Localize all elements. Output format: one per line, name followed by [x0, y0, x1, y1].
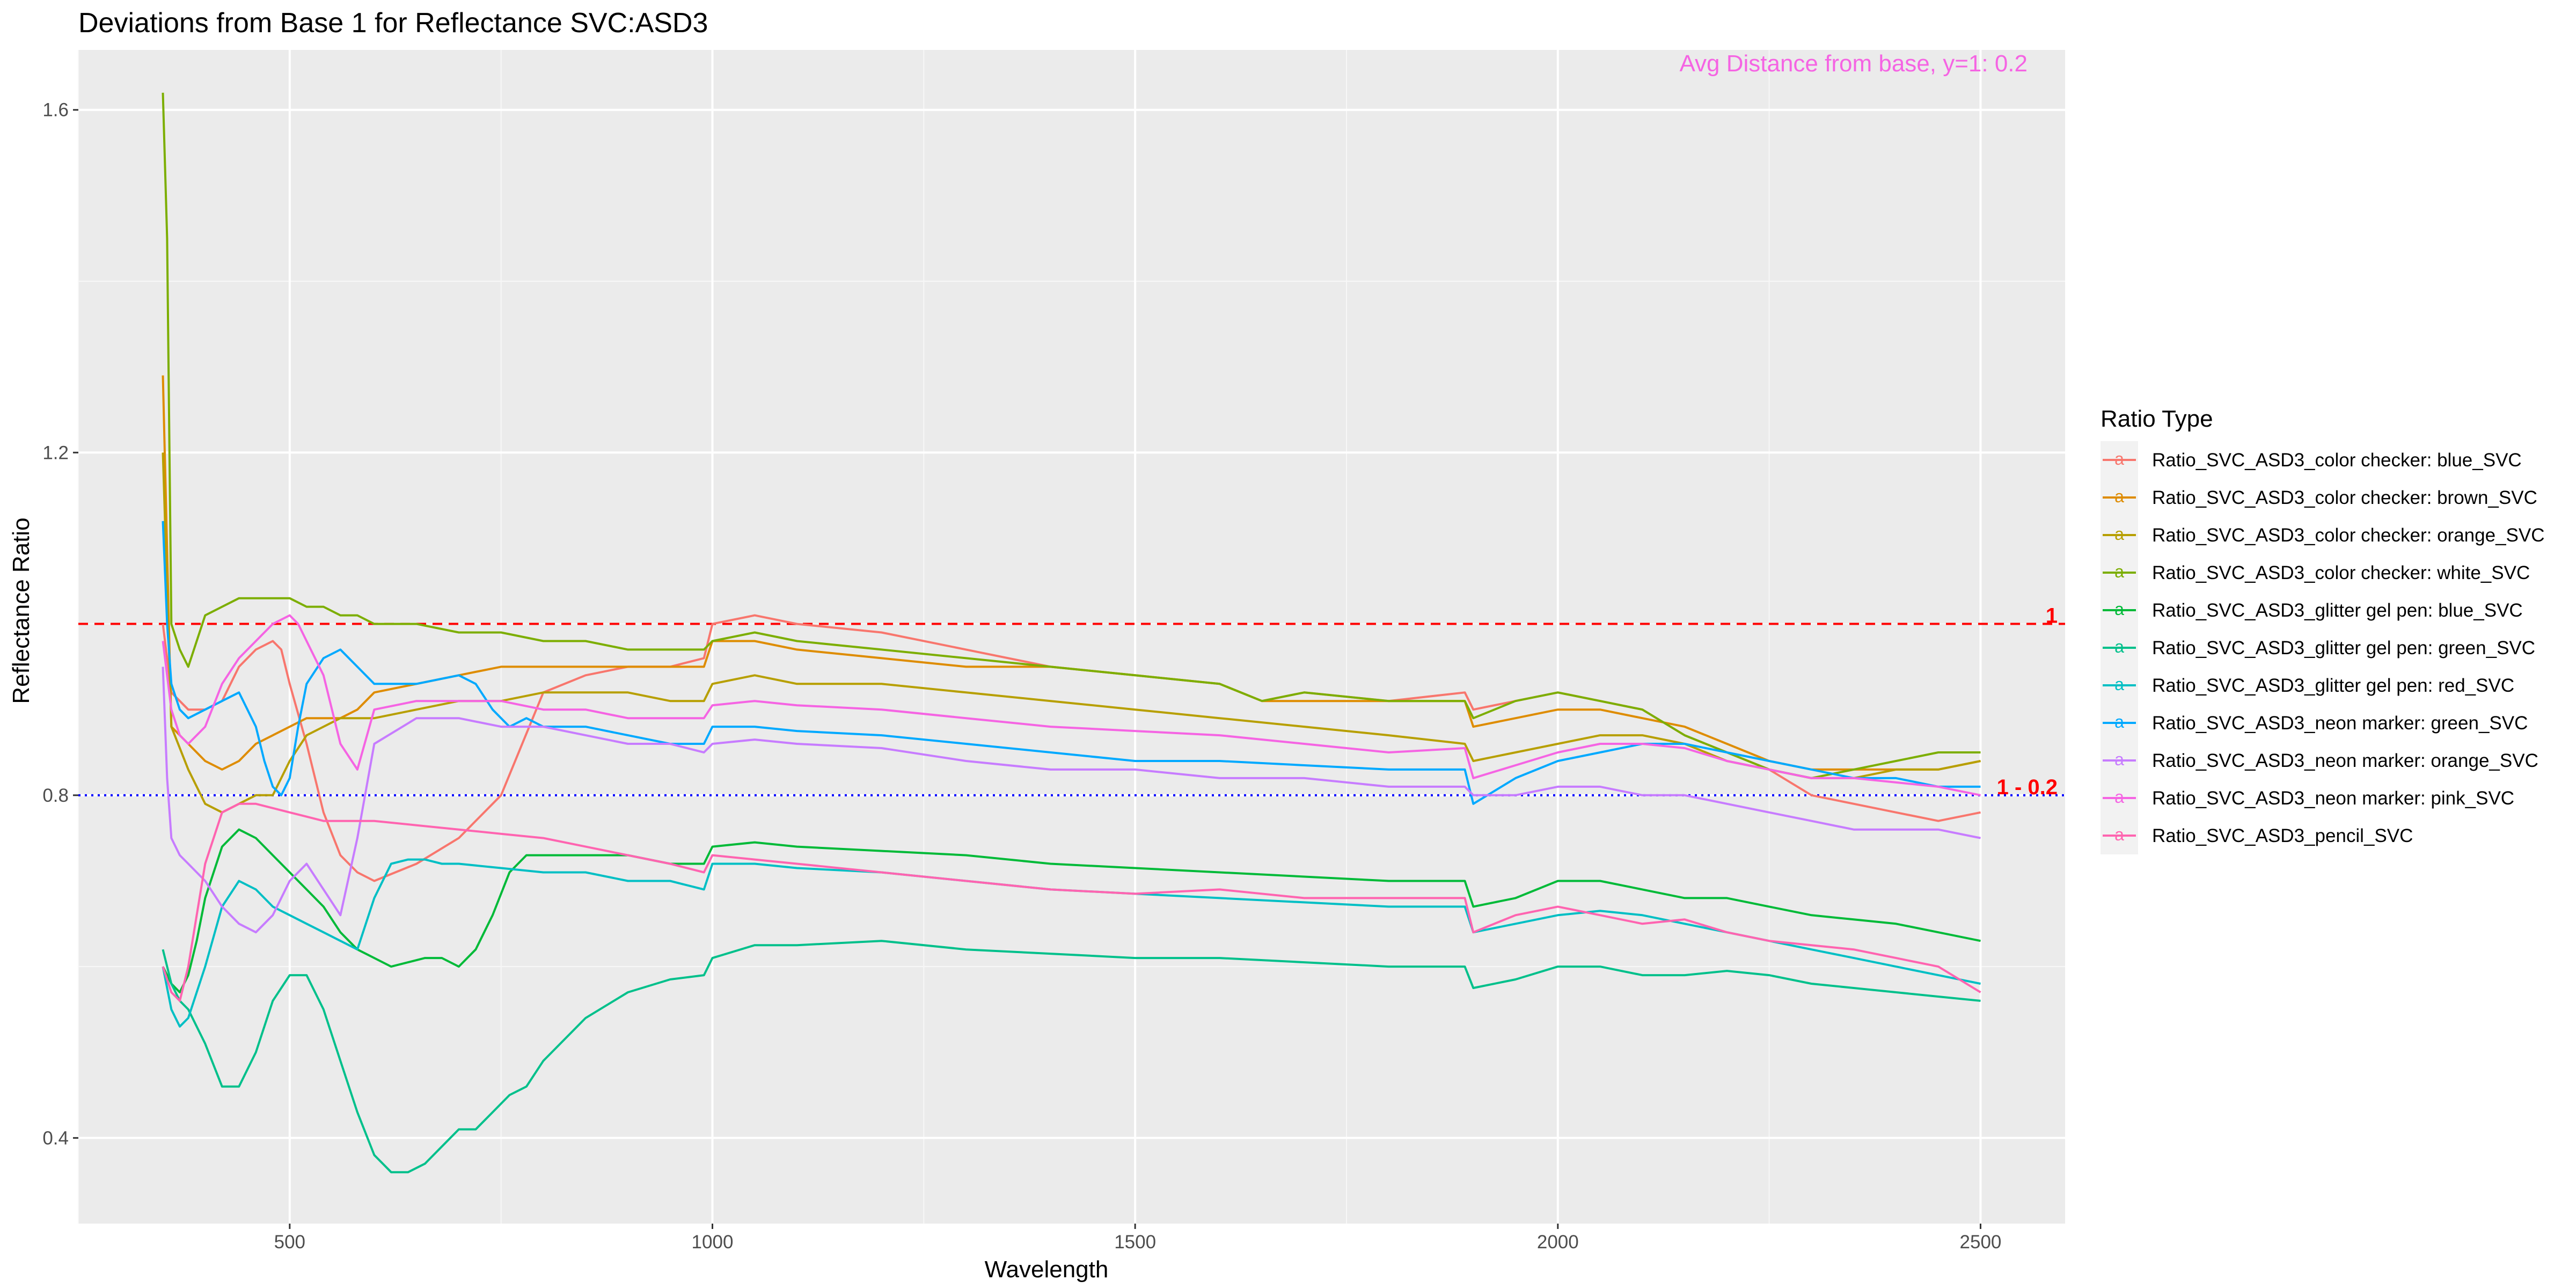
legend-key-glyph-icon: a — [2114, 750, 2124, 769]
series-line-2 — [162, 375, 1981, 771]
legend-label: Ratio_SVC_ASD3_neon marker: pink_SVC — [2152, 788, 2514, 809]
legend-title: Ratio Type — [2101, 406, 2213, 432]
axes: 500 1000 1500 2000 2500 0.4 0.8 1.2 1.6 — [42, 100, 2001, 1253]
x-tick-label: 1000 — [692, 1232, 734, 1253]
plot-panel — [78, 50, 2065, 1224]
series-line-3 — [162, 452, 1981, 814]
legend-label: Ratio_SVC_ASD3_pencil_SVC — [2152, 825, 2413, 846]
y-tick-label: 0.8 — [42, 785, 69, 806]
y-axis-title: Reflectance Ratio — [8, 517, 34, 704]
legend-label: Ratio_SVC_ASD3_glitter gel pen: green_SV… — [2152, 638, 2535, 658]
legend-label: Ratio_SVC_ASD3_glitter gel pen: blue_SVC — [2152, 600, 2523, 621]
series-line-8 — [162, 521, 1981, 805]
legend-key-glyph-icon: a — [2114, 562, 2124, 581]
legend-label: Ratio_SVC_ASD3_glitter gel pen: red_SVC — [2152, 675, 2514, 696]
legend-items: a Ratio_SVC_ASD3_color checker: blue_SVCa… — [2101, 441, 2545, 854]
series-line-5 — [162, 828, 1981, 993]
avg-distance-annotation: Avg Distance from base, y=1: 0.2 — [1679, 50, 2028, 77]
legend-key-glyph-icon: a — [2114, 825, 2124, 844]
x-tick-label: 500 — [274, 1232, 305, 1253]
legend-label: Ratio_SVC_ASD3_color checker: brown_SVC — [2152, 487, 2537, 508]
legend-key-glyph-icon: a — [2114, 637, 2124, 656]
chart-title: Deviations from Base 1 for Reflectance S… — [78, 8, 708, 39]
legend-label: Ratio_SVC_ASD3_color checker: orange_SVC — [2152, 525, 2545, 546]
x-axis-title: Wavelength — [985, 1256, 1109, 1283]
y-tick-label: 1.6 — [42, 100, 69, 121]
series-line-10 — [162, 614, 1981, 796]
legend-label: Ratio_SVC_ASD3_color checker: white_SVC — [2152, 562, 2530, 583]
legend-key-glyph-icon: a — [2114, 487, 2124, 506]
x-tick-label: 2500 — [1960, 1232, 2002, 1253]
legend-key-glyph-icon: a — [2114, 524, 2124, 544]
reference-line-label: 1 - 0.2 — [1997, 775, 2058, 799]
legend-key-glyph-icon: a — [2114, 787, 2124, 807]
legend-label: Ratio_SVC_ASD3_neon marker: orange_SVC — [2152, 750, 2538, 771]
legend-key-glyph-icon: a — [2114, 712, 2124, 731]
legend: Ratio Type a Ratio_SVC_ASD3_color checker… — [2101, 406, 2545, 854]
series-line-4 — [162, 92, 1981, 779]
series-line-6 — [162, 940, 1981, 1174]
series-line-11 — [162, 802, 1981, 1002]
legend-label: Ratio_SVC_ASD3_color checker: blue_SVC — [2152, 450, 2522, 471]
series-lines — [162, 92, 1981, 1174]
legend-label: Ratio_SVC_ASD3_neon marker: green_SVC — [2152, 713, 2528, 734]
series-line-9 — [162, 667, 1981, 934]
x-tick-label: 1500 — [1114, 1232, 1156, 1253]
legend-key-glyph-icon: a — [2114, 449, 2124, 469]
legend-key-glyph-icon: a — [2114, 599, 2124, 619]
legend-key-glyph-icon: a — [2114, 675, 2124, 694]
y-tick-label: 0.4 — [42, 1128, 69, 1148]
y-tick-label: 1.2 — [42, 442, 69, 463]
reference-line-label: 1 — [2046, 604, 2058, 628]
x-tick-label: 2000 — [1537, 1232, 1579, 1253]
